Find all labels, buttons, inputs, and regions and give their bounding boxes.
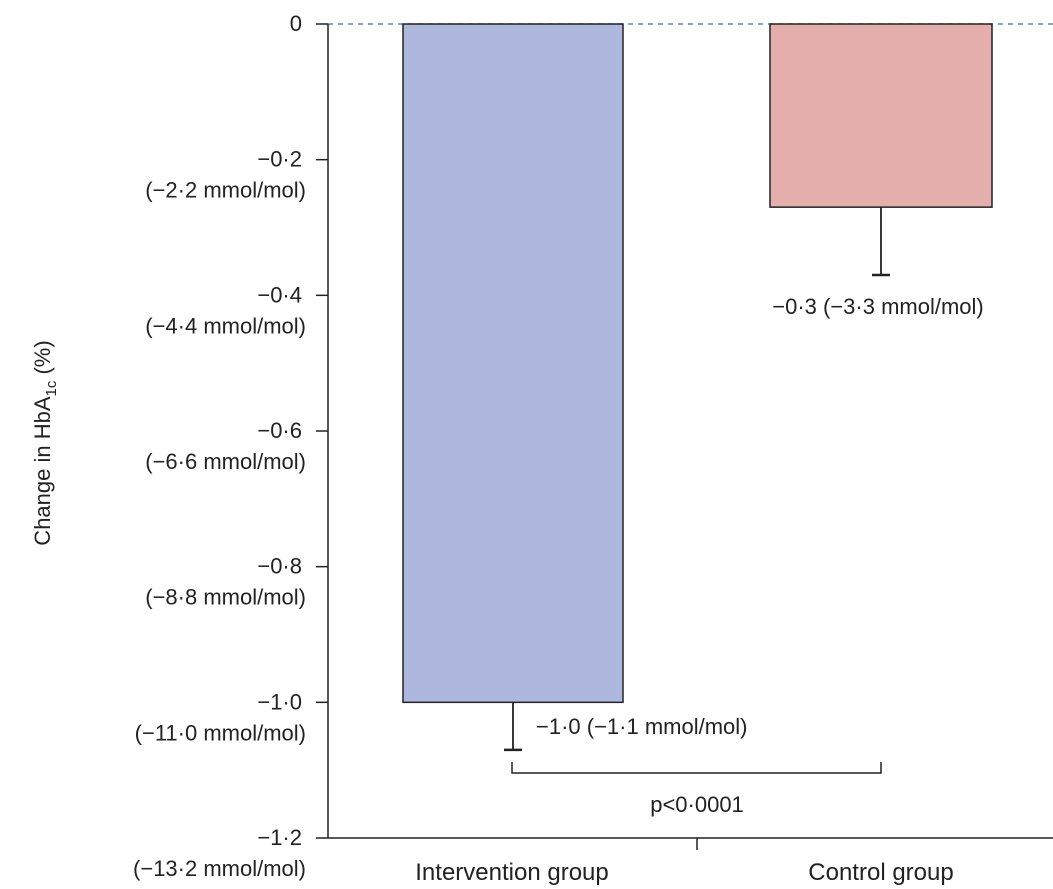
error-bars-group: [504, 207, 890, 752]
bar-value-label: −1·0 (−1·1 mmol/mol): [536, 714, 748, 739]
y-tick-sublabel: (−8·8 mmol/mol): [145, 585, 306, 610]
y-tick-sublabel: (−6·6 mmol/mol): [145, 449, 306, 474]
y-tick-label: −0·8: [257, 554, 302, 579]
x-category-label: Intervention group: [415, 859, 608, 886]
y-tick-sublabel: (−2·2 mmol/mol): [145, 178, 306, 203]
x-category-label: Control group: [808, 859, 953, 886]
y-axis-label: Change in HbA1c (%): [30, 340, 60, 545]
y-tick-sublabel: (−11·0 mmol/mol): [135, 720, 306, 745]
significance-label: p<0·0001: [650, 792, 744, 817]
y-tick-label: −1·0: [257, 689, 302, 714]
x-ticks-group: Intervention group Control group: [415, 838, 954, 886]
significance-bracket: [511, 762, 882, 774]
y-tick-label: −0·2: [257, 147, 302, 172]
y-tick-label: −0·6: [257, 418, 302, 443]
y-tick-label: 0: [290, 11, 302, 36]
bar-intervention: [402, 23, 624, 704]
bar-control: [769, 23, 993, 208]
y-tick-sublabel: (−13·2 mmol/mol): [133, 856, 306, 881]
bars-group: [402, 23, 993, 704]
bar-value-label: −0·3 (−3·3 mmol/mol): [772, 294, 984, 319]
y-tick-label: −0·4: [257, 282, 302, 307]
y-tick-label: −1·2: [257, 825, 302, 850]
y-ticks-group: 0 −0·2 (−2·2 mmol/mol) −0·4 (−4·4 mmol/mol) −…: [133, 11, 328, 881]
y-tick-sublabel: (−4·4 mmol/mol): [145, 313, 306, 338]
bar-annotations-group: −1·0 (−1·1 mmol/mol) −0·3 (−3·3 mmol/mol): [536, 294, 984, 739]
